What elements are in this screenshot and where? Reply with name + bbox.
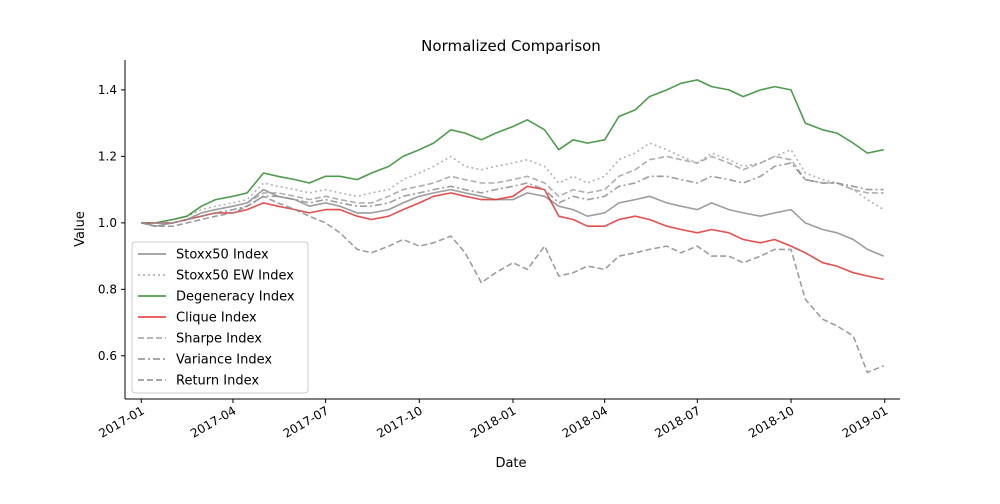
y-tick-label: 0.8	[98, 282, 117, 296]
legend-label: Clique Index	[176, 311, 257, 326]
legend: Stoxx50 Index Stoxx50 EW Index Degeneracy …	[131, 241, 309, 394]
y-axis-label: Value	[73, 211, 88, 247]
y-tick-label: 0.6	[98, 349, 117, 363]
x-tick-label: 2018-07	[652, 403, 702, 440]
legend-box	[131, 241, 309, 394]
x-tick-label: 2019-01	[840, 403, 890, 440]
legend-label: Stoxx50 Index	[176, 248, 269, 263]
legend-label: Stoxx50 EW Index	[176, 269, 294, 284]
series-line-7	[141, 195, 885, 374]
x-tick-label: 2017-04	[188, 403, 238, 440]
x-tick-label: 2017-07	[281, 403, 331, 440]
x-tick-label: 2018-10	[746, 403, 796, 440]
legend-label: Variance Index	[176, 353, 272, 368]
legend-items: Stoxx50 Index Stoxx50 EW Index Degeneracy …	[138, 248, 295, 389]
series-line-2	[141, 142, 885, 224]
legend-label: Return Index	[176, 374, 259, 389]
chart-title: Normalized Comparison	[421, 37, 601, 55]
x-tick-label: 2017-10	[374, 403, 424, 440]
legend-label: Sharpe Index	[176, 332, 262, 347]
series-line-4	[141, 185, 884, 281]
x-tick-label: 2018-01	[468, 403, 518, 440]
y-tick-label: 1.4	[98, 83, 117, 97]
y-tick-label: 1.2	[98, 149, 117, 163]
x-axis-label: Date	[495, 456, 526, 471]
series-line-1	[141, 188, 885, 257]
legend-label: Degeneracy Index	[176, 290, 295, 305]
series-layer	[141, 79, 885, 374]
series-line-3	[141, 79, 884, 224]
x-tick-label: 2018-04	[560, 403, 610, 440]
y-tick-label: 1.0	[98, 216, 117, 230]
series-line-5	[141, 155, 884, 224]
x-tick-label: 2017-01	[96, 403, 146, 440]
